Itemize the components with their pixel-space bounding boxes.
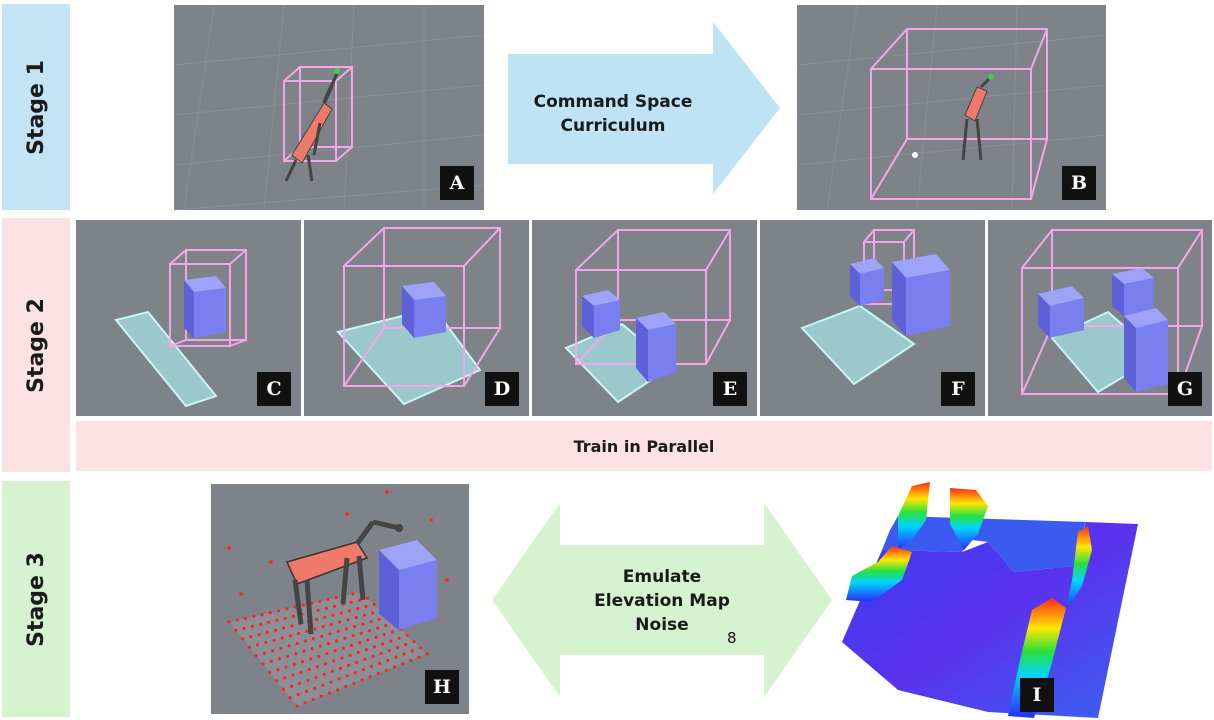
panel-f-letter: F (941, 372, 975, 406)
obstacle (184, 276, 226, 338)
command-space-arrow-text: Command Space Curriculum (508, 76, 718, 152)
stage-2-tab: Stage 2 (2, 218, 70, 472)
emulate-noise-double-arrow (492, 503, 832, 697)
obstacle-2 (892, 254, 950, 336)
obstacle (402, 282, 446, 338)
robot (284, 68, 340, 182)
panel-e-letter: E (713, 372, 747, 406)
panel-a-letter: A (440, 166, 474, 200)
arrow-text-line-2: Curriculum (560, 116, 666, 136)
panel-f-scene (760, 220, 985, 416)
panel-a-scene (174, 5, 484, 210)
panel-c-letter: C (257, 372, 291, 406)
elevation-ridge-1 (846, 546, 912, 602)
panel-h: H (211, 484, 469, 714)
obstacle-2 (636, 312, 676, 382)
elevation-spike-1 (898, 482, 930, 550)
obstacle-3 (1124, 308, 1168, 392)
arrow-text-line-1: Emulate (622, 567, 702, 587)
stage-2-label: Stage 2 (23, 297, 49, 393)
obstacle-2 (1112, 268, 1154, 316)
arrow-text-line-2: Elevation Map (594, 591, 730, 611)
emulate-noise-arrow-text: Emulate Elevation Map Noise (560, 560, 764, 642)
panel-i-letter: I (1020, 678, 1054, 712)
stage-1-tab: Stage 1 (2, 4, 70, 210)
panel-g-letter: G (1168, 372, 1202, 406)
command-box-large (870, 28, 1048, 200)
elevation-ridge-2 (1066, 526, 1092, 610)
command-box (575, 229, 731, 365)
obstacle (379, 540, 437, 630)
command-space-arrow (508, 22, 780, 194)
robot (961, 74, 994, 161)
obstacle-1 (850, 258, 884, 306)
arrow-text-line-1: Command Space (533, 92, 693, 112)
panel-c-scene (76, 220, 301, 416)
stage-3-label: Stage 3 (23, 551, 49, 647)
stage-1-label: Stage 1 (23, 59, 49, 155)
stage-3-tab: Stage 3 (2, 481, 70, 717)
panel-h-scene (211, 484, 469, 714)
panel-d: D (304, 220, 529, 416)
arrow-text-line-3: Noise (635, 615, 689, 635)
panel-c: C (76, 220, 301, 416)
target-zone (114, 310, 218, 408)
elevation-spike-2 (950, 488, 988, 550)
target-zone (800, 304, 916, 386)
panel-d-letter: D (485, 372, 519, 406)
panel-g-scene (988, 220, 1212, 416)
panel-f: F (760, 220, 985, 416)
panel-b-scene (797, 5, 1106, 210)
panel-e: E (532, 220, 757, 416)
page-number: 8 (727, 629, 737, 647)
panel-g: G (988, 220, 1212, 416)
train-in-parallel-band: Train in Parallel (76, 421, 1212, 471)
robot (285, 519, 403, 635)
panel-h-letter: H (425, 670, 459, 704)
train-in-parallel-text: Train in Parallel (573, 436, 715, 456)
elevation-map-surface (842, 482, 1138, 718)
panel-b: B (797, 5, 1106, 210)
panel-a: A (174, 5, 484, 210)
obstacle-1 (1038, 286, 1084, 338)
panel-b-letter: B (1062, 166, 1096, 200)
panel-i: I (838, 480, 1214, 718)
obstacle-1 (582, 290, 620, 338)
